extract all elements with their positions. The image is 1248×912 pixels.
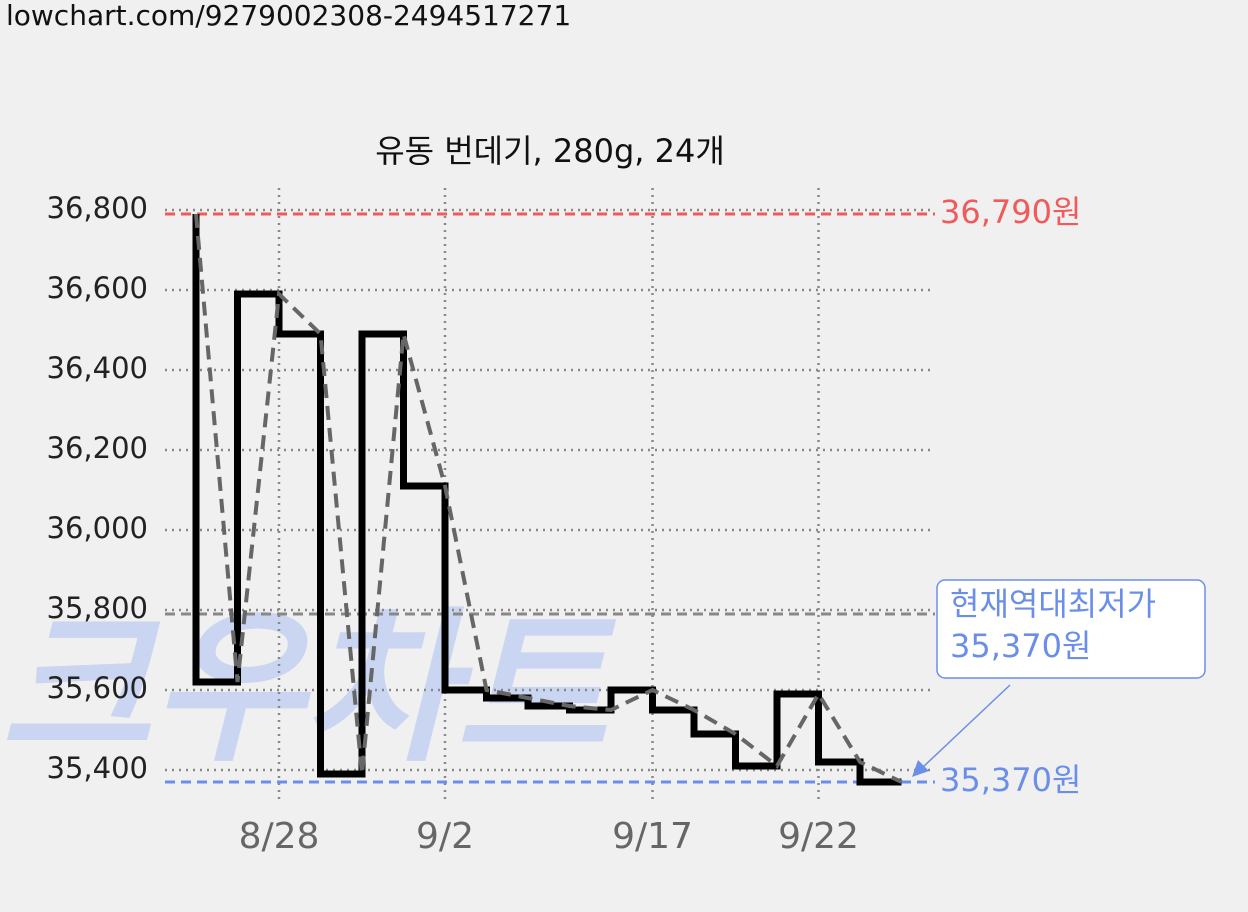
x-tick-label: 9/17 — [612, 816, 693, 857]
x-tick-label: 8/28 — [239, 816, 320, 857]
callout-box — [936, 579, 1206, 679]
callout-text: 현재역대최저가 — [950, 585, 1156, 623]
step-line — [192, 214, 902, 786]
y-tick-label: 36,200 — [47, 431, 148, 465]
trend-line — [194, 213, 903, 784]
callout-arrowhead — [912, 760, 929, 777]
max-line-label: 36,790원 — [940, 193, 1081, 231]
y-tick-label: 36,400 — [47, 351, 148, 385]
watermark: 크우차트 — [0, 592, 616, 784]
callout-text: 35,370원 — [950, 627, 1091, 665]
x-tick-label: 9/22 — [778, 816, 859, 857]
y-tick-label: 35,600 — [47, 671, 148, 705]
y-tick-label: 36,600 — [47, 271, 148, 305]
x-tick-label: 9/2 — [416, 816, 474, 857]
chart-title: 유동 번데기, 280g, 24개 — [375, 132, 725, 170]
callout-arrow — [921, 684, 1011, 769]
y-tick-label: 36,000 — [47, 511, 148, 545]
y-tick-label: 35,800 — [47, 591, 148, 625]
min-line-label: 35,370원 — [940, 761, 1081, 799]
y-tick-label: 36,800 — [47, 191, 148, 225]
y-tick-label: 35,400 — [47, 751, 148, 785]
source-url: lowchart.com/9279002308-2494517271 — [6, 0, 571, 32]
